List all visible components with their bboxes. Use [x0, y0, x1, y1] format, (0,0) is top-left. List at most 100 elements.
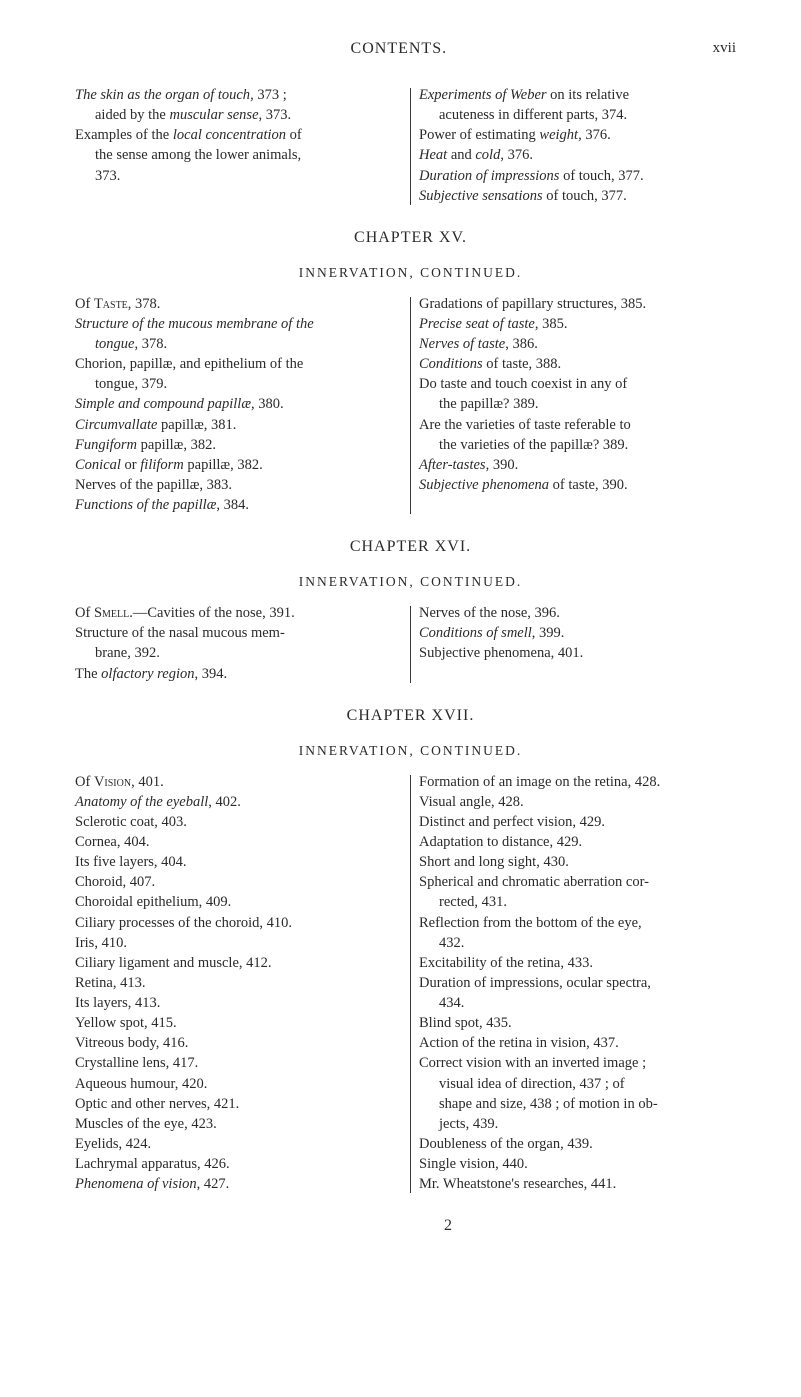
entry-text: , 378. [128, 296, 161, 312]
column-divider [410, 775, 411, 1194]
column-right: Gradations of papillary structures, 385.… [419, 295, 746, 516]
entry-text: Functions of the papillæ [75, 497, 216, 513]
contents-entry: Circumvallate papillæ, 381. [75, 416, 402, 435]
page-header: CONTENTS. xvii [75, 40, 746, 58]
entry-text: of taste, 390. [549, 477, 628, 493]
contents-entry: rected, 431. [419, 893, 746, 912]
contents-entry: visual idea of direction, 437 ; of [419, 1075, 746, 1094]
entry-text: cold [475, 147, 500, 163]
contents-entry: shape and size, 438 ; of motion in ob- [419, 1095, 746, 1114]
entry-text: Simple and compound papillæ [75, 396, 251, 412]
contents-entry: Retina, 413. [75, 974, 402, 993]
contents-entry: Excitability of the retina, 433. [419, 954, 746, 973]
entry-text: The [75, 666, 101, 682]
entry-text: Structure of the mucous membrane of the [75, 316, 314, 332]
contents-entry: Correct vision with an inverted image ; [419, 1054, 746, 1073]
contents-entry: Simple and compound papillæ, 380. [75, 395, 402, 414]
entry-text: Conical [75, 457, 121, 473]
column-left: The skin as the organ of touch, 373 ;aid… [75, 86, 402, 207]
entry-text: of touch, 377. [559, 168, 643, 184]
contents-entry: Structure of the mucous membrane of the [75, 315, 402, 334]
entry-text: Smell [94, 605, 129, 621]
contents-entry: Action of the retina in vision, 437. [419, 1034, 746, 1053]
entry-text: muscular sense [170, 107, 259, 123]
contents-entry: 432. [419, 934, 746, 953]
chapter-15-title: CHAPTER XV. [75, 229, 746, 247]
contents-entry: Examples of the local concentration of [75, 126, 402, 145]
entry-text: of taste, 388. [483, 356, 562, 372]
entry-text: , 384. [216, 497, 249, 513]
column-left: Of Smell.—Cavities of the nose, 391. Stru… [75, 604, 402, 685]
contents-entry: Conical or filiform papillæ, 382. [75, 456, 402, 475]
contents-entry: Iris, 410. [75, 934, 402, 953]
entry-text: , 380. [251, 396, 284, 412]
entry-text: Duration of impressions [419, 168, 559, 184]
entry-text: Precise seat of taste [419, 316, 535, 332]
header-title: CONTENTS. [351, 40, 448, 58]
entry-text: Subjective sensations [419, 188, 543, 204]
column-divider [410, 88, 411, 205]
section-block-4: Of Vision, 401.Anatomy of the eyeball, 4… [75, 773, 746, 1196]
entry-text: Conditions of smell [419, 625, 532, 641]
entry-text: , 385. [535, 316, 568, 332]
page: CONTENTS. xvii The skin as the organ of … [0, 0, 801, 1265]
contents-entry: Formation of an image on the retina, 428… [419, 773, 746, 792]
contents-entry: aided by the muscular sense, 373. [75, 106, 402, 125]
contents-entry: Chorion, papillæ, and epithelium of the [75, 355, 402, 374]
contents-entry: Power of estimating weight, 376. [419, 126, 746, 145]
column-right: Formation of an image on the retina, 428… [419, 773, 746, 1196]
entry-text: filiform [140, 457, 184, 473]
contents-entry: Crystalline lens, 417. [75, 1054, 402, 1073]
entry-text: Fungiform [75, 437, 137, 453]
contents-entry: Duration of impressions of touch, 377. [419, 167, 746, 186]
entry-text: of [286, 127, 302, 143]
contents-entry: Do taste and touch coexist in any of [419, 375, 746, 394]
contents-entry: Heat and cold, 376. [419, 146, 746, 165]
entry-text: of touch, 377. [543, 188, 627, 204]
contents-entry: Structure of the nasal mucous mem- [75, 624, 402, 643]
entry-text: .—Cavities of the nose, 391. [129, 605, 295, 621]
contents-entry: Visual angle, 428. [419, 793, 746, 812]
contents-entry: Nerves of taste, 386. [419, 335, 746, 354]
column-left: Of Vision, 401.Anatomy of the eyeball, 4… [75, 773, 402, 1196]
contents-entry: Blind spot, 435. [419, 1014, 746, 1033]
page-number: xvii [713, 40, 736, 58]
chapter-16-title: CHAPTER XVI. [75, 538, 746, 556]
entry-text: Nerves of taste [419, 336, 505, 352]
entry-text: , 378. [134, 336, 167, 352]
contents-entry: Mr. Wheatstone's researches, 441. [419, 1175, 746, 1194]
contents-entry: brane, 392. [75, 644, 402, 663]
contents-entry: Choroid, 407. [75, 873, 402, 892]
contents-entry: Distinct and perfect vision, 429. [419, 813, 746, 832]
entry-text: , 399. [532, 625, 565, 641]
entry-text: Circumvallate [75, 417, 157, 433]
entry-text: , 373. [259, 107, 292, 123]
chapter-16-subtitle: INNERVATION, CONTINUED. [75, 574, 746, 590]
entry-text: Experiments of Weber [419, 87, 547, 103]
chapter-17-subtitle: INNERVATION, CONTINUED. [75, 743, 746, 759]
contents-entry: Conditions of taste, 388. [419, 355, 746, 374]
contents-entry: Subjective phenomena of taste, 390. [419, 476, 746, 495]
contents-entry: Conditions of smell, 399. [419, 624, 746, 643]
contents-entry: Duration of impressions, ocular spectra, [419, 974, 746, 993]
contents-entry: Subjective sensations of touch, 377. [419, 187, 746, 206]
column-right: Nerves of the nose, 396.Conditions of sm… [419, 604, 746, 685]
entry-text: local concentration [173, 127, 286, 143]
entry-text: Of [75, 605, 94, 621]
contents-entry: The olfactory region, 394. [75, 665, 402, 684]
contents-entry: Aqueous humour, 420. [75, 1075, 402, 1094]
entry-text: papillæ, 382. [184, 457, 263, 473]
contents-entry: Anatomy of the eyeball, 402. [75, 793, 402, 812]
entry-text: Subjective phenomena [419, 477, 549, 493]
contents-entry: the varieties of the papillæ? 389. [419, 436, 746, 455]
entry-text: Taste [94, 296, 128, 312]
entry-text: papillæ, 381. [157, 417, 236, 433]
entry-text: Of [75, 296, 94, 312]
contents-entry: acuteness in different parts, 374. [419, 106, 746, 125]
contents-entry: Doubleness of the organ, 439. [419, 1135, 746, 1154]
contents-entry: Of Vision, 401. [75, 773, 402, 792]
contents-entry: Short and long sight, 430. [419, 853, 746, 872]
contents-entry: the sense among the lower animals, [75, 146, 402, 165]
chapter-17-title: CHAPTER XVII. [75, 707, 746, 725]
entry-text: , 376. [500, 147, 533, 163]
